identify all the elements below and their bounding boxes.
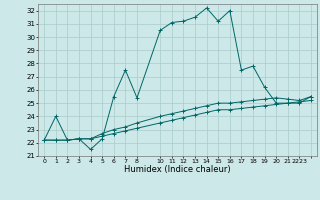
X-axis label: Humidex (Indice chaleur): Humidex (Indice chaleur): [124, 165, 231, 174]
